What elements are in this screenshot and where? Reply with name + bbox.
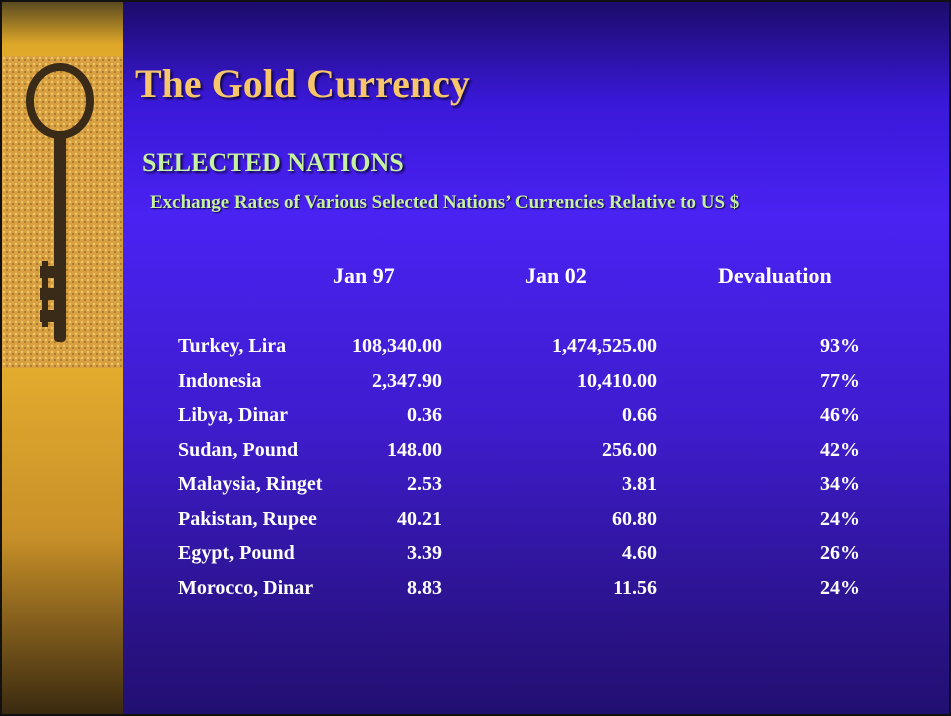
- key-image: [2, 56, 123, 368]
- column-header: Jan 97: [333, 263, 395, 288]
- cell: 256.00: [602, 438, 657, 461]
- cell: 24%: [820, 507, 860, 530]
- cell: 4.60: [622, 542, 657, 564]
- title: The Gold Currency: [135, 61, 470, 106]
- cell: 26%: [820, 542, 860, 564]
- cell: 24%: [820, 576, 860, 599]
- cell: 0.36: [407, 404, 442, 426]
- cell: 60.80: [612, 507, 657, 530]
- row-label: Malaysia, Ringet: [178, 473, 323, 495]
- row-label: Indonesia: [178, 369, 262, 392]
- row-label: Pakistan, Rupee: [178, 507, 317, 530]
- cell: 11.56: [613, 576, 657, 599]
- row-label: Egypt, Pound: [178, 542, 295, 564]
- cell: 148.00: [387, 438, 442, 461]
- cell: 46%: [820, 404, 860, 426]
- cell: 3.81: [622, 473, 657, 495]
- cell: 1,474,525.00: [552, 335, 657, 357]
- cell: 2.53: [407, 473, 442, 495]
- cell: 108,340.00: [352, 335, 442, 357]
- cell: 93%: [820, 335, 860, 357]
- row-label: Morocco, Dinar: [178, 576, 314, 599]
- cell: 42%: [820, 438, 860, 461]
- cell: 40.21: [397, 507, 442, 530]
- cell: 77%: [820, 369, 860, 392]
- column-header: Jan 02: [525, 263, 587, 288]
- cell: 3.39: [407, 542, 442, 564]
- cell: 34%: [820, 473, 860, 495]
- row-label: Libya, Dinar: [178, 404, 289, 426]
- cell: 8.83: [407, 576, 442, 599]
- row-label: Turkey, Lira: [178, 335, 287, 357]
- cell: 0.66: [622, 404, 657, 426]
- caption: Exchange Rates of Various Selected Natio…: [150, 192, 740, 213]
- column-header: Devaluation: [718, 263, 832, 288]
- row-label: Sudan, Pound: [178, 438, 299, 461]
- cell: 2,347.90: [372, 369, 442, 392]
- cell: 10,410.00: [577, 369, 657, 392]
- subtitle: SELECTED NATIONS: [142, 148, 404, 177]
